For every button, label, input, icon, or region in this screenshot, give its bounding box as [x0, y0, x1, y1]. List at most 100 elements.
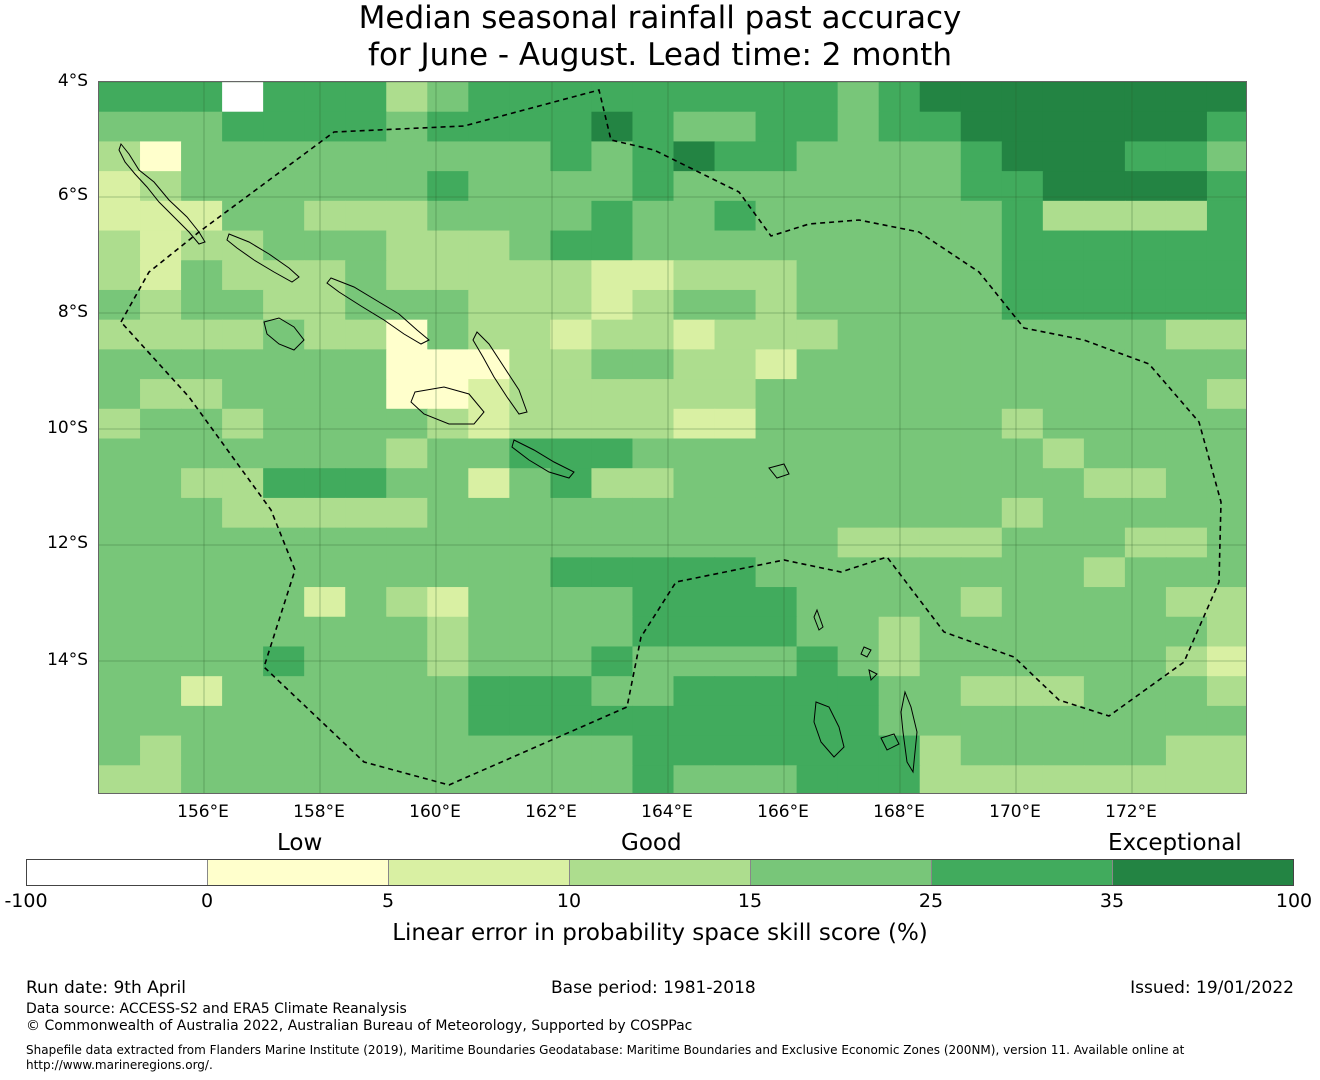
skill-cell	[304, 260, 346, 291]
skill-cell	[509, 141, 551, 172]
skill-cell	[181, 587, 223, 618]
skill-cell	[960, 497, 1003, 529]
skill-cell	[1042, 379, 1085, 410]
skill-cell	[468, 379, 510, 410]
skill-cell	[919, 735, 962, 766]
skill-cell	[1001, 260, 1044, 291]
skill-cell	[140, 319, 182, 350]
skill-cell	[1001, 349, 1044, 380]
skill-cell	[837, 676, 880, 707]
skill-cell	[427, 230, 469, 261]
skill-cell	[304, 408, 346, 440]
skill-cell	[140, 527, 182, 558]
skill-cell	[468, 705, 510, 737]
skill-cell	[632, 557, 675, 588]
skill-cell	[632, 200, 675, 232]
guadalcanal-island	[410, 386, 485, 425]
skill-cell	[1083, 260, 1126, 291]
skill-cell	[427, 527, 469, 558]
skill-cell	[1001, 200, 1044, 232]
skill-cell	[960, 765, 1003, 793]
skill-cell	[1083, 616, 1126, 648]
skill-cell	[919, 260, 962, 291]
skill-cell	[714, 497, 757, 529]
skill-cell	[1001, 587, 1044, 618]
skill-cell	[468, 349, 510, 380]
skill-cell	[345, 230, 387, 261]
skill-cell	[755, 468, 798, 499]
skill-cell	[591, 497, 634, 529]
colorbar-segment	[208, 860, 389, 885]
skill-cell	[140, 349, 182, 380]
skill-cell	[140, 408, 182, 440]
skill-cell	[222, 646, 264, 677]
skill-cell	[591, 468, 634, 499]
skill-cell	[1042, 438, 1085, 469]
skill-cell	[1165, 111, 1208, 143]
skill-cell	[755, 289, 798, 321]
skill-cell	[714, 230, 757, 261]
copyright: © Commonwealth of Australia 2022, Austra…	[26, 1018, 693, 1034]
skill-cell	[919, 587, 962, 618]
skill-cell	[222, 82, 264, 113]
skill-cell	[140, 260, 182, 291]
skill-cell	[263, 379, 305, 410]
skill-cell	[632, 379, 675, 410]
skill-cell	[919, 349, 962, 380]
makira-island	[511, 439, 575, 479]
skill-cell	[878, 676, 921, 707]
skill-cell	[550, 82, 593, 113]
skill-cell	[1206, 646, 1246, 677]
skill-cell	[509, 705, 551, 737]
skill-cell	[1206, 200, 1246, 232]
skill-cell	[796, 557, 839, 588]
skill-cell	[140, 379, 182, 410]
skill-cell	[304, 319, 346, 350]
skill-cell	[960, 468, 1003, 499]
skill-cell	[468, 468, 510, 499]
issued-date: Issued: 19/01/2022	[1130, 978, 1294, 998]
skill-cell	[181, 200, 223, 232]
lon-label-162e: 162°E	[525, 802, 577, 822]
grid-lines	[99, 82, 1246, 793]
skill-cell	[1124, 468, 1167, 499]
skill-cell	[345, 200, 387, 232]
skill-cell	[714, 379, 757, 410]
skill-cell	[632, 319, 675, 350]
skill-cell	[1083, 587, 1126, 618]
skill-cell	[304, 349, 346, 380]
skill-cell	[263, 676, 305, 707]
skill-cell	[673, 141, 716, 172]
skill-cell	[509, 289, 551, 321]
skill-cell	[1042, 497, 1085, 529]
skill-cell	[673, 289, 716, 321]
lat-label-10s: 10°S	[47, 418, 88, 438]
skill-cell	[1124, 289, 1167, 321]
skill-cell	[550, 676, 593, 707]
skill-cell	[878, 705, 921, 737]
skill-cell	[1042, 408, 1085, 440]
skill-cell	[591, 349, 634, 380]
skill-cell	[509, 260, 551, 291]
skill-cell	[1206, 379, 1246, 410]
skill-cell	[263, 230, 305, 261]
skill-cell	[468, 171, 510, 202]
skill-cell	[304, 705, 346, 737]
skill-cell	[591, 676, 634, 707]
skill-cell	[837, 497, 880, 529]
skill-cell	[919, 527, 962, 558]
skill-cell	[345, 319, 387, 350]
shapefile-credit-line-2: http://www.marineregions.org/.	[26, 1058, 213, 1072]
skill-cell	[99, 735, 141, 766]
skill-cell	[304, 765, 346, 793]
skill-cell	[878, 171, 921, 202]
skill-cell	[386, 379, 428, 410]
skill-cell	[796, 82, 839, 113]
skill-cell	[960, 141, 1003, 172]
skill-cell	[1083, 557, 1126, 588]
skill-cell	[99, 527, 141, 558]
skill-cell	[1042, 646, 1085, 677]
skill-cell	[386, 735, 428, 766]
skill-cell	[386, 260, 428, 291]
colorbar-segment	[27, 860, 208, 885]
